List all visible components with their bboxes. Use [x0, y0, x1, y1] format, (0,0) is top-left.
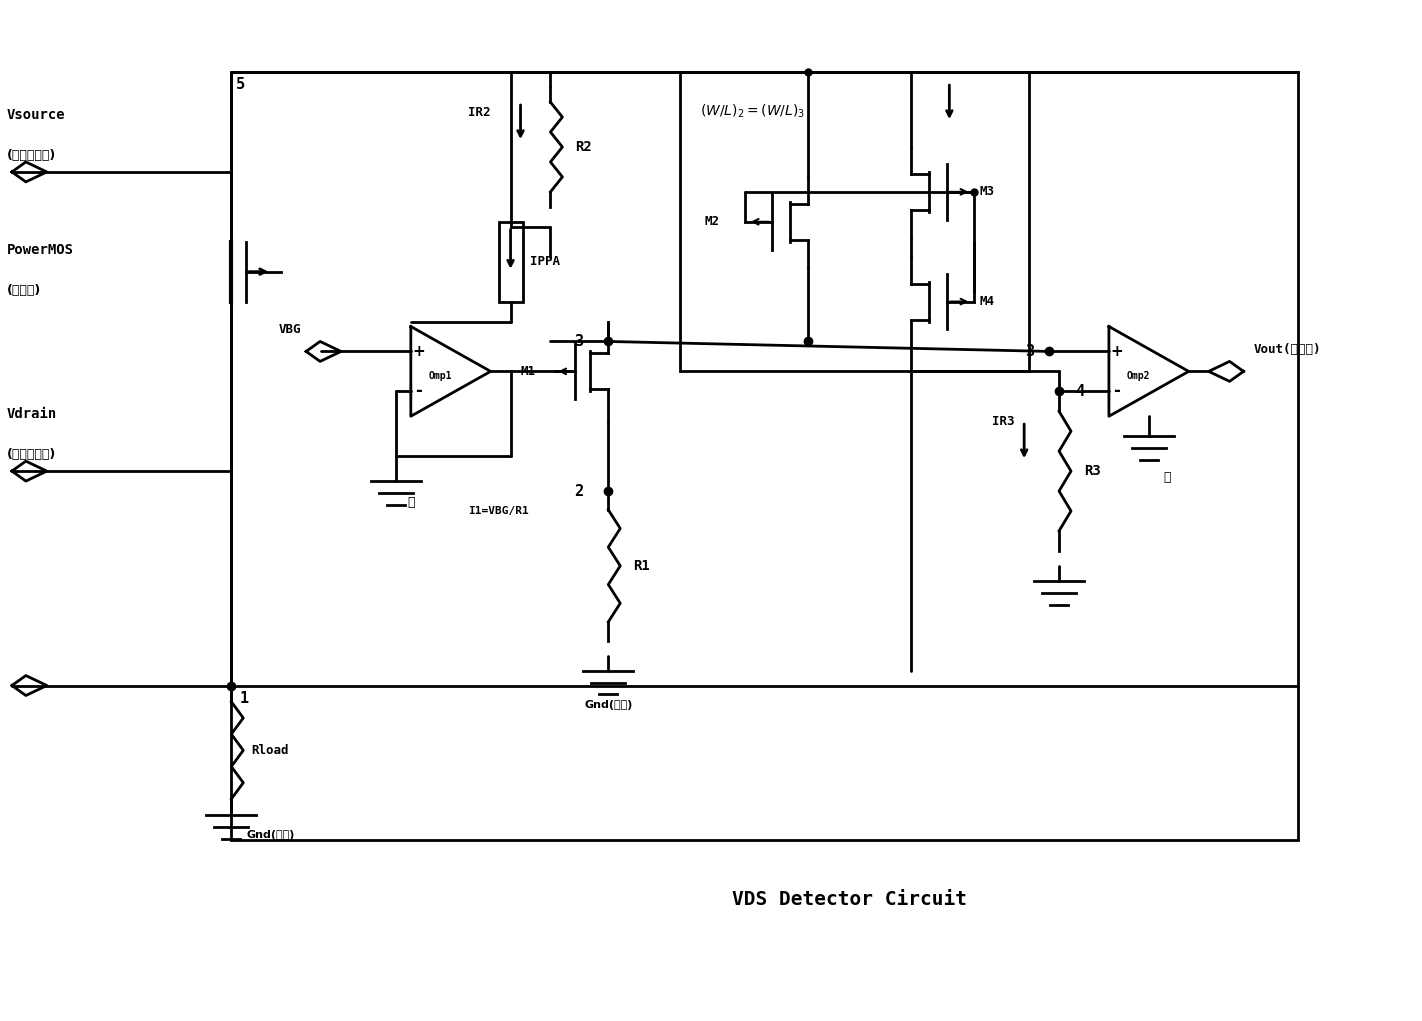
Text: +: +	[1111, 344, 1123, 359]
Text: Vout(输出端): Vout(输出端)	[1254, 343, 1321, 356]
Text: I1=VBG/R1: I1=VBG/R1	[468, 506, 529, 516]
Text: M1: M1	[520, 364, 536, 378]
Text: Omp1: Omp1	[429, 372, 452, 382]
Text: PowerMOS: PowerMOS	[7, 243, 74, 256]
Text: M2: M2	[705, 215, 720, 229]
Text: VBG: VBG	[279, 324, 301, 337]
Text: 5: 5	[236, 78, 246, 92]
Text: (功率管源端): (功率管源端)	[7, 149, 57, 162]
Text: 2: 2	[574, 484, 583, 498]
Text: R3: R3	[1084, 465, 1101, 478]
Text: 3: 3	[574, 334, 583, 349]
Text: -: -	[415, 382, 422, 400]
Text: $(W/L)_2=(W/L)_3$: $(W/L)_2=(W/L)_3$	[700, 102, 805, 119]
Text: 3: 3	[1025, 344, 1034, 359]
Text: R1: R1	[633, 558, 650, 573]
Text: +: +	[412, 344, 425, 359]
Text: Gnd(接地): Gnd(接地)	[246, 830, 294, 840]
Text: Gnd(接地): Gnd(接地)	[584, 700, 633, 711]
Text: M4: M4	[980, 295, 994, 308]
Text: (功率管漏端): (功率管漏端)	[7, 448, 57, 461]
Text: Vsource: Vsource	[7, 108, 65, 123]
Text: 地: 地	[407, 496, 415, 509]
Text: IPPA: IPPA	[530, 255, 560, 269]
Text: -: -	[1113, 382, 1121, 400]
Text: R2: R2	[576, 140, 592, 154]
Text: Rload: Rload	[252, 744, 289, 757]
Text: (功率管): (功率管)	[7, 284, 41, 296]
Text: Vdrain: Vdrain	[7, 407, 57, 422]
Text: Omp2: Omp2	[1128, 372, 1150, 382]
Text: M3: M3	[980, 186, 994, 198]
Text: VDS Detector Circuit: VDS Detector Circuit	[732, 890, 967, 910]
Text: 1: 1	[239, 690, 249, 706]
Text: 4: 4	[1075, 384, 1084, 399]
Text: 地: 地	[1163, 471, 1172, 484]
Text: IR3: IR3	[991, 415, 1014, 428]
Text: IR2: IR2	[468, 105, 491, 118]
